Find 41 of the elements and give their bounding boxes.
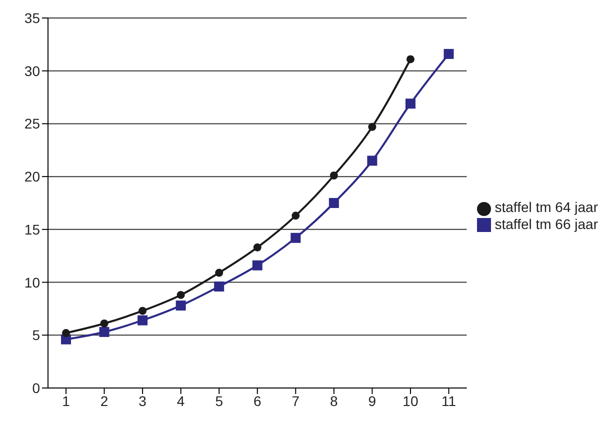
x-tick-label: 9 — [368, 392, 376, 409]
point — [138, 315, 148, 326]
y-tick-label: 20 — [24, 168, 40, 185]
y-tick-label: 25 — [24, 116, 40, 132]
x-tick-label: 10 — [402, 392, 418, 409]
x-tick-label: 2 — [100, 392, 108, 409]
x-tick-label: 6 — [253, 392, 262, 409]
point — [292, 212, 300, 220]
point — [253, 243, 262, 252]
point — [368, 122, 376, 131]
y-tick-label: 15 — [24, 221, 40, 238]
point — [215, 268, 224, 277]
x-tick-label: 5 — [215, 392, 224, 409]
x-tick-label: 7 — [292, 392, 300, 409]
legend-label: staffel tm 66 jaar — [494, 216, 598, 232]
y-tick-label: 10 — [24, 274, 40, 290]
x-tick-label: 1 — [62, 392, 70, 409]
x-tick-label: 4 — [176, 392, 185, 409]
point — [367, 156, 378, 166]
point — [252, 260, 262, 270]
point — [405, 98, 416, 109]
point — [99, 326, 110, 337]
point — [100, 320, 108, 328]
point — [406, 55, 414, 64]
point — [290, 232, 301, 243]
x-tick-label: 3 — [138, 392, 147, 409]
y-tick-label: 35 — [24, 10, 40, 26]
point — [62, 329, 70, 338]
y-tick-label: 5 — [32, 327, 40, 344]
point — [330, 172, 338, 180]
point — [328, 198, 339, 208]
point — [444, 48, 454, 59]
y-tick-label: 30 — [24, 62, 40, 79]
legend-label: staffel tm 64 jaar — [494, 199, 598, 216]
x-tick-label: 8 — [330, 392, 338, 409]
point — [214, 282, 224, 292]
x-tick-label: 11 — [441, 392, 456, 409]
point — [138, 306, 147, 315]
y-tick-label: 0 — [32, 380, 40, 396]
point — [176, 290, 185, 299]
point — [176, 300, 186, 311]
